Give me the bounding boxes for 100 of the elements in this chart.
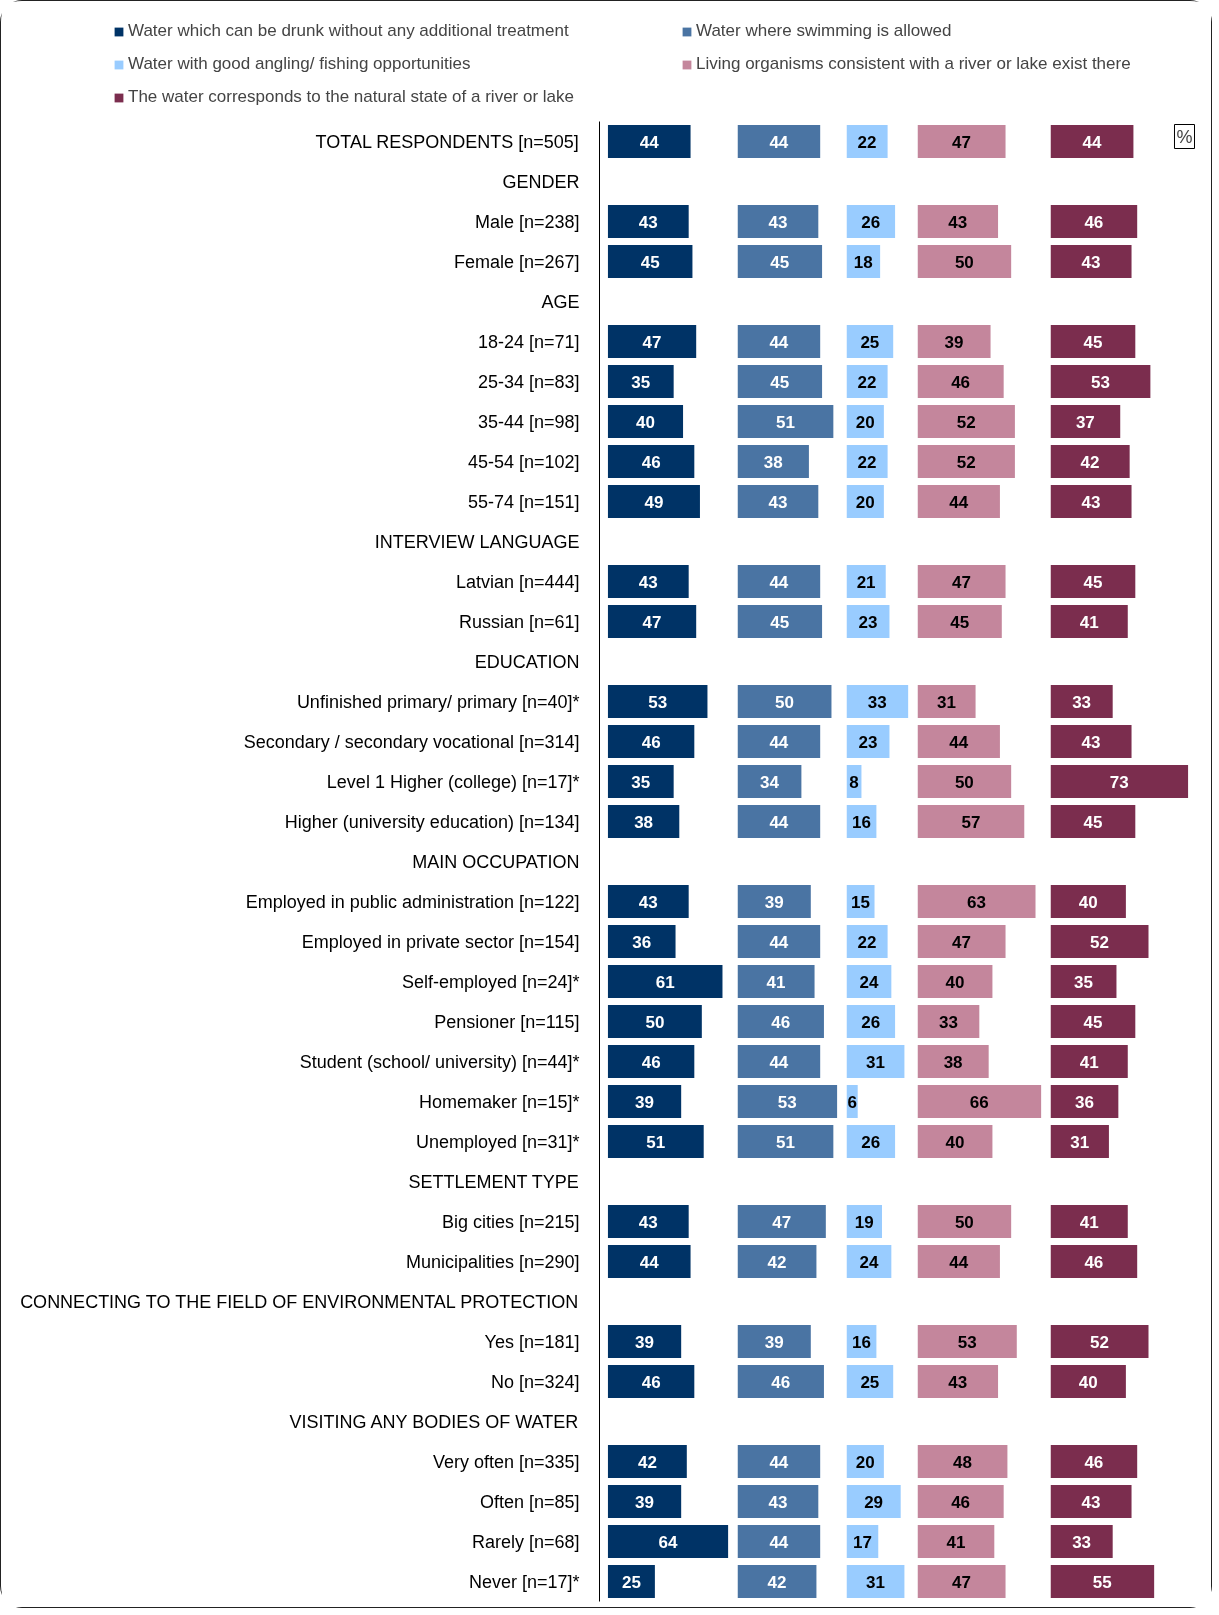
bar: [607, 805, 680, 838]
y-tick-label: Never [n=17]*: [468, 1571, 580, 1592]
legend-label: Living organisms consistent with a river or lake exist there: [696, 54, 1132, 74]
data-label: 15: [851, 892, 870, 912]
data-label: 52: [956, 452, 976, 472]
data-label: 43: [638, 892, 658, 912]
data-label: 41: [1079, 1212, 1099, 1232]
bar: [1050, 965, 1117, 998]
bar: [737, 405, 834, 438]
data-label: 24: [859, 1252, 879, 1272]
data-label: 16: [851, 812, 871, 832]
data-label: 22: [857, 452, 877, 472]
data-label: 33: [938, 1012, 958, 1032]
bar: [607, 1205, 689, 1238]
bar: [846, 1045, 905, 1078]
data-label: 39: [764, 1332, 784, 1352]
bar: [1050, 805, 1136, 838]
y-tick-label: Municipalities [n=290]: [405, 1251, 580, 1272]
bar: [846, 445, 888, 478]
data-label: 34: [759, 772, 780, 792]
bar: [846, 1565, 905, 1598]
data-label: 43: [768, 212, 788, 232]
bar: [607, 885, 689, 918]
data-label: 46: [771, 1012, 791, 1032]
bar: [607, 1565, 655, 1598]
data-label: 20: [855, 1452, 875, 1472]
bar: [917, 1525, 995, 1558]
bar: [846, 125, 888, 158]
bar: [1050, 1365, 1126, 1398]
data-label: 47: [952, 132, 971, 152]
data-label: 35: [631, 372, 651, 392]
data-label: 43: [1081, 1492, 1101, 1512]
bar: [917, 245, 1012, 278]
data-label: 39: [944, 332, 964, 352]
data-label: 21: [856, 572, 876, 592]
bar: [917, 1245, 1000, 1278]
data-label: 41: [946, 1532, 966, 1552]
y-tick-label: CONNECTING TO THE FIELD OF ENVIRONMENTAL PROTECTION: [20, 1291, 579, 1312]
y-tick-label: 45-54 [n=102]: [467, 451, 580, 472]
y-tick-label: Unemployed [n=31]*: [415, 1131, 580, 1152]
data-label: 43: [768, 1492, 788, 1512]
bar: [737, 1325, 811, 1358]
data-label: 44: [769, 812, 789, 832]
bar: [917, 805, 1025, 838]
bar: [917, 325, 991, 358]
bar: [737, 1045, 821, 1078]
data-label: 50: [775, 692, 794, 712]
data-label: 46: [641, 1052, 661, 1072]
data-label: 52: [1090, 1332, 1109, 1352]
data-label: 41: [1079, 1052, 1099, 1072]
y-tick-label: 35-44 [n=98]: [477, 411, 580, 432]
data-label: 45: [770, 372, 790, 392]
bar: [1050, 245, 1132, 278]
y-tick-label: Often [n=85]: [479, 1491, 580, 1512]
y-tick-label: Male [n=238]: [474, 211, 580, 232]
data-label: 25: [860, 332, 880, 352]
data-label: 19: [854, 1212, 874, 1232]
data-label: 44: [769, 1452, 789, 1472]
y-tick-label: INTERVIEW LANGUAGE: [374, 531, 580, 552]
bar: [607, 1125, 704, 1158]
bar: [1050, 1245, 1138, 1278]
data-label: 46: [641, 732, 661, 752]
y-tick-label: Employed in public administration [n=122]: [245, 891, 580, 912]
data-label: 45: [770, 612, 790, 632]
bar: [607, 205, 689, 238]
data-label: 64: [658, 1532, 679, 1552]
bar: [917, 725, 1000, 758]
bar: [607, 485, 700, 518]
data-label: 25: [860, 1372, 880, 1392]
data-label: 29: [864, 1492, 884, 1512]
y-tick-label: MAIN OCCUPATION: [412, 851, 580, 872]
data-label: 42: [1080, 452, 1100, 472]
data-label: 40: [1078, 892, 1098, 912]
bar: [1050, 1005, 1136, 1038]
y-tick-label: Yes [n=181]: [484, 1331, 580, 1352]
data-label: 44: [769, 1532, 789, 1552]
data-label: 53: [648, 692, 668, 712]
bar: [737, 725, 821, 758]
bar: [917, 1005, 980, 1038]
data-label: 45: [1083, 332, 1103, 352]
data-label: 38: [943, 1052, 963, 1072]
data-label: 51: [646, 1132, 666, 1152]
data-label: 39: [635, 1332, 655, 1352]
y-tick-label: Level 1 Higher (college) [n=17]*: [326, 771, 580, 792]
bar: [607, 765, 674, 798]
y-tick-label: Unfinished primary/ primary [n=40]*: [296, 691, 580, 712]
legend-label: Water where swimming is allowed: [696, 21, 953, 41]
data-label: 53: [777, 1092, 797, 1112]
y-tick-label: Big cities [n=215]: [441, 1211, 580, 1232]
bar: [846, 685, 909, 718]
data-label: 33: [867, 692, 887, 712]
bar: [917, 685, 976, 718]
data-label: 31: [937, 692, 956, 712]
data-label: 37: [1075, 412, 1095, 432]
data-label: 44: [769, 132, 789, 152]
annotation: %: [1176, 126, 1193, 147]
bar: [607, 1525, 729, 1558]
data-label: 42: [767, 1572, 787, 1592]
y-tick-label: Higher (university education) [n=134]: [284, 811, 580, 832]
y-tick-label: 18-24 [n=71]: [477, 331, 580, 352]
